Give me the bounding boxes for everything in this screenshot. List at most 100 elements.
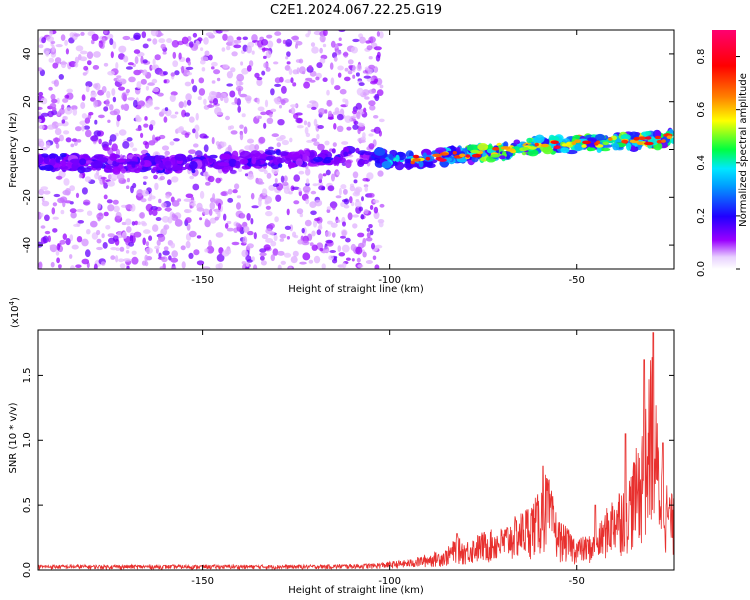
spectral-noise-blob [332, 205, 336, 211]
spectral-noise-blob [203, 135, 209, 139]
spectral-noise-blob [73, 33, 81, 37]
spectral-noise-blob [162, 51, 167, 55]
spectral-noise-blob [167, 216, 173, 224]
spectral-noise-blob [65, 137, 72, 143]
spectral-noise-blob [325, 239, 334, 244]
spectral-ridge-blob [586, 147, 596, 152]
spectral-noise-blob [119, 263, 126, 269]
spectral-noise-blob [109, 104, 114, 111]
spectral-noise-blob [246, 213, 251, 221]
spectral-noise-blob [265, 50, 272, 59]
spectral-noise-blob [276, 38, 282, 44]
spectral-noise-blob [352, 38, 360, 43]
spectral-noise-blob [161, 202, 167, 208]
spectral-noise-blob [115, 255, 119, 263]
spectral-noise-blob [96, 229, 101, 236]
spectral-noise-blob [295, 43, 298, 49]
spectral-ridge-blob [167, 167, 173, 172]
spectral-noise-blob [221, 30, 230, 33]
spectral-noise-blob [61, 119, 66, 124]
spectral-noise-blob [284, 65, 291, 71]
spectral-noise-blob [373, 115, 379, 119]
spectral-noise-blob [52, 202, 58, 207]
spectral-noise-blob [158, 38, 166, 44]
spectral-noise-blob [73, 223, 80, 227]
spectral-noise-blob [348, 65, 353, 69]
spectral-noise-blob [211, 91, 218, 96]
spectral-noise-blob [76, 139, 82, 143]
spectral-noise-blob [40, 212, 44, 217]
spectral-noise-blob [141, 189, 149, 197]
spectral-noise-blob [235, 222, 241, 228]
spectrogram-xtick-label: -50 [569, 275, 585, 286]
spectral-noise-blob [65, 238, 71, 246]
spectral-noise-blob [200, 47, 204, 51]
spectral-noise-blob [243, 126, 248, 134]
spectral-noise-blob [85, 129, 92, 138]
spectral-noise-blob [115, 61, 119, 70]
spectral-noise-blob [78, 174, 83, 179]
spectral-noise-blob [353, 120, 359, 125]
spectral-noise-blob [142, 43, 149, 49]
spectral-noise-blob [306, 104, 313, 109]
spectral-noise-blob [56, 122, 64, 127]
spectral-noise-blob [307, 30, 311, 35]
spectral-noise-blob [174, 219, 183, 227]
spectral-noise-blob [170, 72, 176, 77]
spectral-noise-blob [342, 98, 347, 103]
spectral-noise-blob [55, 142, 60, 149]
snr-ylabel: SNR (10 * v/v) [8, 402, 19, 473]
spectral-noise-blob [330, 222, 338, 228]
colorbar-tick-label: 0.8 [696, 49, 707, 65]
spectral-noise-blob [290, 256, 298, 264]
spectral-noise-blob [254, 72, 260, 78]
spectral-noise-blob [128, 76, 136, 83]
spectral-noise-blob [203, 37, 209, 45]
spectral-noise-blob [305, 198, 310, 205]
spectral-noise-blob [162, 250, 170, 256]
spectral-noise-blob [151, 209, 158, 216]
spectral-noise-blob [198, 77, 205, 84]
spectral-ridge-blob [381, 161, 392, 169]
spectral-noise-blob [134, 220, 139, 226]
spectral-noise-blob [279, 233, 287, 239]
spectral-noise-blob [352, 223, 358, 229]
spectral-noise-blob [188, 252, 194, 259]
spectral-noise-blob [266, 117, 274, 125]
spectral-noise-blob [38, 44, 44, 49]
spectral-noise-blob [164, 150, 170, 156]
spectral-noise-blob [221, 250, 230, 257]
spectral-noise-blob [365, 237, 373, 242]
spectral-noise-blob [266, 172, 272, 179]
spectral-noise-blob [361, 196, 364, 202]
spectral-noise-blob [317, 125, 324, 129]
spectral-noise-blob [116, 77, 123, 83]
spectral-noise-blob [242, 36, 248, 41]
spectral-noise-blob [133, 99, 138, 108]
spectral-noise-blob [70, 143, 75, 148]
spectral-noise-blob [251, 205, 259, 209]
spectral-noise-blob [105, 225, 111, 230]
spectral-noise-blob [129, 235, 134, 243]
spectral-noise-blob [352, 64, 356, 73]
spectral-noise-blob [171, 250, 178, 258]
spectral-noise-blob [58, 74, 64, 80]
spectral-noise-blob [103, 30, 108, 35]
spectral-ridge-blob [403, 162, 412, 169]
spectral-noise-blob [326, 99, 332, 107]
spectral-noise-blob [121, 231, 128, 239]
spectral-ridge-blob [287, 151, 300, 158]
spectral-peak-blob [621, 139, 628, 144]
spectral-noise-blob [188, 149, 196, 154]
spectral-noise-blob [69, 234, 74, 242]
spectral-noise-blob [263, 244, 271, 251]
spectral-noise-blob [280, 99, 286, 106]
spectral-noise-blob [171, 40, 180, 48]
spectral-noise-blob [303, 81, 310, 89]
spectral-noise-blob [365, 40, 371, 44]
spectral-noise-blob [260, 260, 267, 266]
spectral-noise-blob [274, 77, 281, 84]
spectral-noise-blob [213, 69, 221, 75]
spectral-noise-blob [321, 186, 326, 191]
spectral-noise-blob [170, 242, 176, 249]
